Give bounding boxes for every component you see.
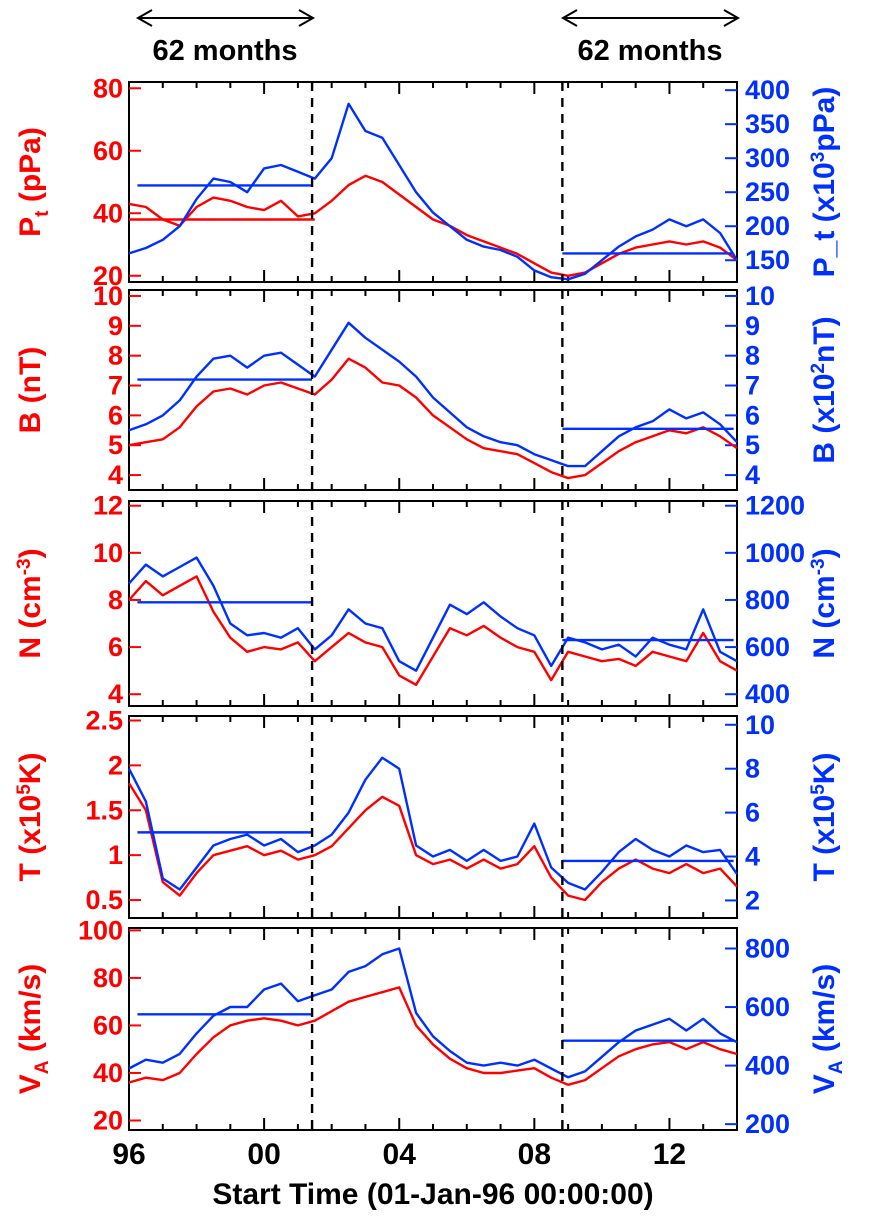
red-series-line xyxy=(128,986,738,1087)
y-right-axis-label: B (x102nT) xyxy=(808,316,841,463)
y-right-tick-label: 2 xyxy=(745,885,760,915)
panel-3: 4 6 8 10 12 400 600 800 1000 1200 xyxy=(93,491,805,710)
x-tick-label: 08 xyxy=(518,1138,551,1171)
y-right-tick-label: 5 xyxy=(745,430,760,460)
y-right-tick-label: 10 xyxy=(745,281,775,311)
y-right-tick-label: 250 xyxy=(745,177,790,207)
y-left-tick-label: 8 xyxy=(108,585,123,615)
x-tick-label: 00 xyxy=(247,1138,280,1171)
y-left-tick-label: 1 xyxy=(108,840,123,870)
y-left-tick-label: 4 xyxy=(108,679,123,709)
header-arrows xyxy=(135,9,741,27)
y-right-tick-label: 8 xyxy=(745,754,760,784)
y-left-tick-label: 7 xyxy=(108,371,123,401)
y-left-tick-label: 20 xyxy=(93,261,123,291)
y-right-tick-label: 400 xyxy=(745,1051,790,1081)
y-left-axis-label: N (cm-3) xyxy=(14,548,47,658)
y-right-tick-label: 6 xyxy=(745,400,760,430)
y-left-tick-label: 6 xyxy=(108,400,123,430)
y-left-tick-label: 2 xyxy=(108,750,123,780)
y-left-tick-label: 5 xyxy=(108,430,123,460)
y-right-axis-label: T (x105K) xyxy=(808,753,841,882)
x-tick-label: 12 xyxy=(653,1138,686,1171)
left-arrowhead-left xyxy=(135,9,153,27)
panel-4: 0.5 1 1.5 2 2.5 2 4 6 8 10 xyxy=(85,705,775,919)
blue-series-line xyxy=(128,102,739,281)
y-right-tick-label: 150 xyxy=(745,245,790,275)
y-right-tick-label: 800 xyxy=(745,585,790,615)
y-right-tick-label: 9 xyxy=(745,311,760,341)
y-left-axis-label: VA (km/s) xyxy=(14,964,53,1094)
y-right-tick-label: 600 xyxy=(745,632,790,662)
y-right-tick-label: 4 xyxy=(745,842,760,872)
left-span-label: 62 months xyxy=(152,35,297,67)
y-left-tick-label: 6 xyxy=(108,632,123,662)
red-series-line xyxy=(128,575,738,686)
y-right-tick-label: 350 xyxy=(745,109,790,139)
y-left-tick-label: 9 xyxy=(108,311,123,341)
y-right-axis-label: P_t (x103pPa) xyxy=(808,87,841,278)
y-left-axis-label: Pt (pPa) xyxy=(14,127,53,237)
x-tick-label: 04 xyxy=(383,1138,417,1171)
panel-frame xyxy=(128,715,738,919)
y-left-tick-label: 12 xyxy=(93,491,123,521)
y-left-tick-label: 0.5 xyxy=(85,885,123,915)
y-right-tick-label: 200 xyxy=(745,211,790,241)
y-left-axis-label: T (x105K) xyxy=(14,753,47,882)
left-arrowhead-right xyxy=(298,9,316,27)
y-right-tick-label: 7 xyxy=(745,371,760,401)
x-tick-label: 96 xyxy=(112,1138,145,1171)
y-left-tick-label: 40 xyxy=(93,1058,123,1088)
y-right-axis-label: VA (km/s) xyxy=(808,964,847,1094)
y-right-tick-label: 600 xyxy=(745,992,790,1022)
y-left-tick-label: 80 xyxy=(93,73,123,103)
right-span-label: 62 months xyxy=(577,35,722,67)
panel-1: 20 40 60 80 150 200 250 300 350 400 xyxy=(93,73,790,291)
y-left-tick-label: 40 xyxy=(93,198,123,228)
y-left-tick-label: 60 xyxy=(93,136,123,166)
y-right-tick-label: 800 xyxy=(745,933,790,963)
panel-frame xyxy=(128,927,738,1131)
y-left-tick-label: 8 xyxy=(108,341,123,371)
y-right-tick-label: 10 xyxy=(745,710,775,740)
red-series-line xyxy=(128,174,738,277)
y-right-tick-label: 6 xyxy=(745,798,760,828)
y-right-tick-label: 400 xyxy=(745,75,790,105)
y-right-tick-label: 400 xyxy=(745,679,790,709)
y-right-tick-label: 1200 xyxy=(745,491,805,521)
y-right-tick-label: 4 xyxy=(745,460,760,490)
y-left-tick-label: 2.5 xyxy=(85,705,123,735)
right-arrowhead-right xyxy=(723,9,741,27)
y-left-tick-label: 80 xyxy=(93,963,123,993)
red-series-line xyxy=(127,782,738,902)
y-right-tick-label: 200 xyxy=(745,1109,790,1139)
y-left-tick-label: 60 xyxy=(93,1010,123,1040)
red-series-line xyxy=(128,357,738,480)
y-left-tick-label: 10 xyxy=(93,281,123,311)
y-left-tick-label: 20 xyxy=(93,1105,123,1135)
y-left-tick-label: 1.5 xyxy=(85,795,123,825)
y-right-tick-label: 8 xyxy=(745,341,760,371)
y-left-axis-label: B (nT) xyxy=(14,347,47,434)
y-right-tick-label: 300 xyxy=(745,143,790,173)
blue-series-line xyxy=(128,556,738,672)
panel-frame xyxy=(128,81,738,283)
y-left-tick-label: 10 xyxy=(93,538,123,568)
blue-series-line xyxy=(127,756,738,891)
y-left-tick-label: 4 xyxy=(108,460,123,490)
y-right-tick-label: 1000 xyxy=(745,538,805,568)
x-axis-label: Start Time (01-Jan-96 00:00:00) xyxy=(212,1178,653,1211)
right-arrowhead-left xyxy=(560,9,578,27)
y-left-tick-label: 100 xyxy=(78,915,123,945)
blue-series-line xyxy=(128,947,738,1079)
y-right-axis-label: N (cm-3) xyxy=(808,548,841,658)
blue-series-line xyxy=(128,321,738,468)
